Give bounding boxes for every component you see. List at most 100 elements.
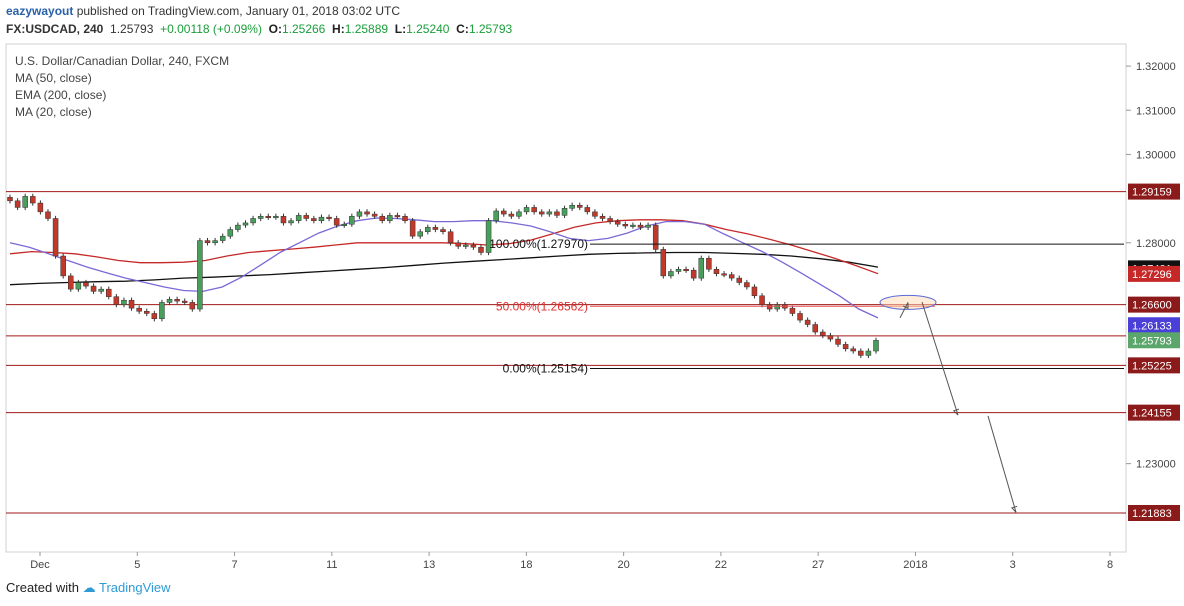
candle-body-75 (576, 204, 583, 208)
level-label-bg-4 (1128, 404, 1180, 421)
level-label-1: 1.26600 (1132, 300, 1172, 312)
x-tick-label-5: 18 (520, 559, 532, 570)
candle-body-6 (52, 218, 59, 257)
candle-body-24 (189, 302, 196, 310)
candle-body-78 (599, 216, 606, 219)
candle-body-111 (850, 348, 856, 352)
candle-body-47 (364, 211, 370, 215)
candle-body-65 (501, 210, 507, 215)
candle-body-28 (219, 235, 226, 241)
candle-body-40 (311, 218, 317, 221)
candle-body-55 (425, 227, 431, 232)
x-tick-label-0: Dec (30, 559, 50, 570)
candle-body-4 (37, 202, 44, 213)
candle-body-27 (212, 240, 218, 244)
projection-arrowhead-2 (1010, 505, 1018, 513)
ema200-line (9, 251, 879, 286)
candle-body-57 (440, 229, 446, 232)
candle-body-80 (614, 221, 621, 225)
candle-body-97 (744, 282, 750, 288)
candle-body-93 (713, 269, 720, 274)
candle-body-41 (318, 216, 325, 221)
candle-body-34 (265, 216, 272, 219)
x-tick-label-7: 22 (715, 559, 727, 570)
candle-body-89 (683, 269, 689, 272)
candle-body-12 (98, 288, 104, 292)
candle-body-30 (235, 224, 241, 230)
high-value: 1.25889 (344, 22, 389, 36)
candle-body-88 (675, 269, 682, 272)
legend-ma20: MA (20, close) (15, 105, 92, 119)
candle-body-110 (842, 344, 849, 350)
candle-body-23 (181, 300, 188, 303)
level-label-bg-5 (1128, 504, 1180, 521)
close-value: 1.25793 (468, 22, 513, 36)
y-tick-label-1: 1.31000 (1136, 105, 1176, 117)
ma50-line (9, 219, 879, 275)
publish-info: eazywayout published on TradingView.com,… (6, 4, 400, 18)
candle-body-26 (204, 240, 211, 244)
candle-body-13 (106, 288, 112, 297)
level-label-bg-3 (1128, 357, 1180, 374)
candle-body-68 (523, 207, 530, 213)
candle-body-107 (820, 331, 826, 336)
candle-body-1 (14, 200, 21, 208)
author-link[interactable]: eazywayout (6, 4, 74, 18)
x-tick-label-10: 3 (1010, 559, 1016, 570)
candle-body-100 (766, 304, 773, 310)
projection-arrow-0 (899, 302, 909, 319)
candle-body-20 (159, 302, 165, 320)
legend-ema200: EMA (200, close) (15, 88, 106, 102)
candle-body-114 (873, 340, 879, 352)
indicator-label-ma20: 1.26133 (1132, 320, 1172, 332)
projection-arrow-1 (921, 301, 959, 416)
candle-body-7 (60, 255, 66, 277)
price-chart[interactable]: 1.291591.266001.258931.252251.241551.218… (0, 40, 1184, 570)
indicator-label-bg-current (1128, 332, 1180, 349)
open-label: O: (268, 22, 282, 36)
candle-body-62 (478, 246, 484, 253)
indicator-label-ma50: 1.27296 (1132, 269, 1172, 281)
candle-body-32 (250, 218, 256, 224)
footer: Created with ☁ TradingView (6, 580, 171, 596)
candle-body-35 (273, 216, 279, 219)
candle-body-113 (865, 350, 872, 356)
candle-body-83 (637, 224, 644, 228)
candle-body-16 (128, 299, 135, 309)
candle-body-52 (402, 216, 408, 221)
y-tick-label-2: 1.30000 (1136, 149, 1176, 161)
candle-body-3 (30, 196, 36, 204)
candle-body-29 (227, 229, 234, 237)
candle-body-72 (554, 211, 560, 216)
candle-body-69 (531, 207, 537, 213)
candle-body-17 (136, 307, 142, 312)
candle-body-53 (409, 220, 416, 237)
candle-body-108 (827, 335, 834, 340)
candle-body-2 (22, 196, 28, 208)
close-label: C: (456, 22, 469, 36)
level-label-bg-1 (1128, 296, 1180, 313)
candle-body-48 (371, 213, 378, 217)
level-label-5: 1.21883 (1132, 508, 1172, 520)
candle-body-105 (804, 319, 811, 325)
chart-title: U.S. Dollar/Canadian Dollar, 240, FXCM (15, 54, 229, 68)
fib-label-1: 50.00%(1.26562) (496, 299, 588, 313)
candle-body-9 (75, 282, 82, 290)
y-tick-label-0: 1.32000 (1136, 61, 1176, 73)
candle-body-99 (759, 295, 765, 305)
candle-body-54 (417, 231, 423, 237)
candle-body-11 (90, 285, 97, 292)
candle-body-60 (463, 244, 469, 247)
candle-body-45 (349, 216, 355, 225)
fib-label-2: 0.00%(1.25154) (503, 362, 588, 376)
candle-body-46 (356, 211, 363, 217)
candle-body-59 (455, 242, 461, 247)
candle-body-44 (341, 223, 347, 226)
indicator-label-current: 1.25793 (1132, 335, 1172, 347)
candle-body-109 (835, 338, 841, 345)
tradingview-brand-link[interactable]: TradingView (99, 580, 171, 595)
candle-body-95 (728, 274, 735, 279)
projection-arrowhead-1 (952, 408, 960, 416)
candle-body-71 (546, 211, 553, 215)
candle-body-101 (774, 304, 780, 310)
